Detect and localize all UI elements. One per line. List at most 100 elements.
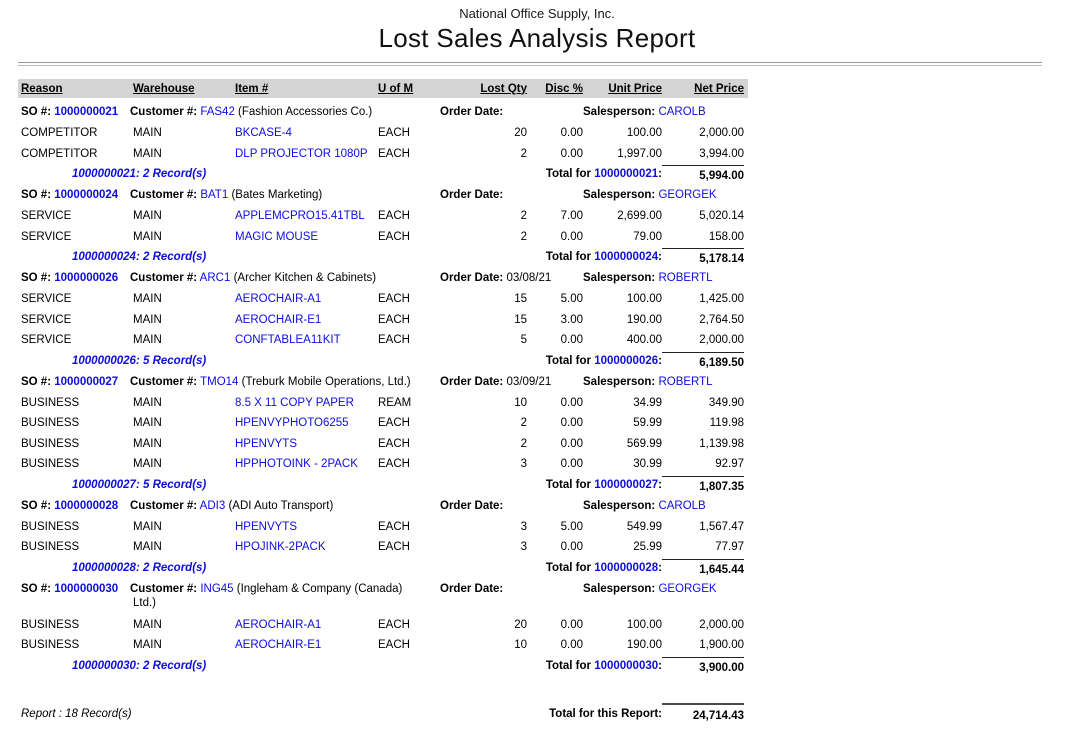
so-number-block: SO #: 1000000030 xyxy=(21,579,118,600)
cell-reason: SERVICE xyxy=(21,313,72,326)
group-total-prefix: Total for xyxy=(545,478,595,491)
so-number-link[interactable]: 1000000030 xyxy=(54,582,119,595)
column-header-net-price: Net Price xyxy=(694,82,744,95)
cell-unit-price: 549.99 xyxy=(626,520,662,533)
group-footer-line: 1000000027: 5 Record(s) Total for 1000000… xyxy=(0,475,1074,496)
cell-item-link[interactable]: HPENVYTS xyxy=(235,520,297,533)
cell-unit-price: 100.00 xyxy=(626,127,662,139)
group-total-so-link[interactable]: 1000000021 xyxy=(594,168,659,180)
customer-code-link[interactable]: ARC1 xyxy=(199,272,231,284)
cell-uom: EACH xyxy=(378,520,410,533)
cell-warehouse: MAIN xyxy=(133,293,162,305)
order-date-value: 03/09/21 xyxy=(506,375,552,388)
cell-warehouse: MAIN xyxy=(133,618,162,631)
cell-disc: 0.00 xyxy=(560,541,583,553)
cell-item-link[interactable]: MAGIC MOUSE xyxy=(235,230,319,243)
group-total-so-link[interactable]: 1000000026 xyxy=(594,354,659,367)
cell-item-link[interactable]: CONFTABLEA11KIT xyxy=(235,334,341,346)
cell-lost-qty: 20 xyxy=(514,127,527,139)
salesperson-code-link[interactable]: CAROLB xyxy=(658,106,706,118)
table-row: BUSINESS MAIN AEROCHAIR-E1 EACH 10 0.00 190.00… xyxy=(21,635,744,656)
customer-code-link[interactable]: TMO14 xyxy=(200,375,239,388)
so-number-block: SO #: 1000000024 xyxy=(21,185,118,206)
group-total-value: 3,900.00 xyxy=(662,656,744,679)
customer-name: (Archer Kitchen & Cabinets) xyxy=(233,272,377,284)
group-total-label: Total for 1000000024: xyxy=(440,247,662,268)
cell-warehouse: MAIN xyxy=(133,520,162,533)
group-total-so-link[interactable]: 1000000028 xyxy=(594,561,659,574)
cell-item-link[interactable]: AEROCHAIR-A1 xyxy=(235,618,322,631)
so-number-link[interactable]: 1000000027 xyxy=(54,375,119,388)
cell-unit-price: 2,699.00 xyxy=(617,210,662,222)
cell-disc: 3.00 xyxy=(560,313,583,326)
group-total-value: 1,807.35 xyxy=(662,475,744,498)
so-number-link[interactable]: 1000000021 xyxy=(54,106,119,118)
group-total-so-link[interactable]: 1000000024 xyxy=(594,251,659,263)
cell-warehouse: MAIN xyxy=(133,458,162,470)
cell-lost-qty: 2 xyxy=(520,437,527,450)
column-header-reason: Reason xyxy=(21,82,63,95)
cell-lost-qty: 15 xyxy=(514,293,527,305)
cell-item-link[interactable]: AEROCHAIR-A1 xyxy=(235,293,322,305)
cell-unit-price: 100.00 xyxy=(626,293,662,305)
cell-item-link[interactable]: HPPHOTOINK - 2PACK xyxy=(235,458,358,470)
cell-warehouse: MAIN xyxy=(133,417,162,429)
customer-code-link[interactable]: FAS42 xyxy=(200,106,235,118)
group-header-line: SO #: 1000000030 Customer #: ING45 (Ingle… xyxy=(0,579,1074,615)
cell-net-price: 2,764.50 xyxy=(699,313,744,326)
salesperson-code-link[interactable]: ROBERTL xyxy=(658,272,713,284)
group-total-label: Total for 1000000027: xyxy=(440,475,662,496)
salesperson-code-link[interactable]: GEORGEK xyxy=(658,582,717,595)
customer-code-link[interactable]: BAT1 xyxy=(200,189,229,201)
group-record-count-link[interactable]: 1000000026: 5 Record(s) xyxy=(72,354,207,367)
cell-disc: 0.00 xyxy=(560,127,583,139)
customer-code-link[interactable]: ADI3 xyxy=(199,499,226,512)
customer-block: Customer #: TMO14 (Treburk Mobile Operat… xyxy=(130,372,411,393)
group-total-so-link[interactable]: 1000000027 xyxy=(594,478,659,491)
cell-item-link[interactable]: APPLEMCPRO15.41TBL xyxy=(235,210,365,222)
cell-disc: 5.00 xyxy=(560,520,583,533)
table-row: SERVICE MAIN APPLEMCPRO15.41TBL EACH 2 7.00 2,… xyxy=(21,206,744,227)
cell-net-price: 2,000.00 xyxy=(699,618,744,631)
cell-warehouse: MAIN xyxy=(133,639,162,651)
table-row: SERVICE MAIN CONFTABLEA11KIT EACH 5 0.00 400.0… xyxy=(21,330,744,351)
cell-uom: EACH xyxy=(378,437,410,450)
salesperson-code-link[interactable]: CAROLB xyxy=(658,499,706,512)
customer-code-link[interactable]: ING45 xyxy=(200,582,234,595)
group-record-count-link[interactable]: 1000000021: 2 Record(s) xyxy=(72,168,207,180)
cell-unit-price: 400.00 xyxy=(626,334,662,346)
cell-item-link[interactable]: AEROCHAIR-E1 xyxy=(235,313,322,326)
customer-block: Customer #: BAT1 (Bates Marketing) xyxy=(130,185,322,206)
group-total-so-link[interactable]: 1000000030 xyxy=(594,659,659,672)
customer-block: Customer #: FAS42 (Fashion Accessories C… xyxy=(130,102,372,123)
group-record-count-link[interactable]: 1000000024: 2 Record(s) xyxy=(72,251,207,263)
salesperson-label: Salesperson: xyxy=(583,582,656,595)
cell-item-link[interactable]: HPOJINK-2PACK xyxy=(235,541,326,553)
group-record-count-link[interactable]: 1000000028: 2 Record(s) xyxy=(72,561,207,574)
cell-item-link[interactable]: HPENVYPHOTO6255 xyxy=(235,417,349,429)
group-total-label: Total for 1000000021: xyxy=(440,164,662,185)
cell-lost-qty: 3 xyxy=(520,458,527,470)
so-label: SO #: xyxy=(21,499,52,512)
column-header-disc: Disc % xyxy=(545,82,583,95)
group-record-count-link[interactable]: 1000000027: 5 Record(s) xyxy=(72,478,207,491)
cell-item-link[interactable]: AEROCHAIR-E1 xyxy=(235,639,322,651)
salesperson-code-link[interactable]: ROBERTL xyxy=(658,375,713,388)
cell-item-link[interactable]: 8.5 X 11 COPY PAPER xyxy=(235,396,354,409)
cell-item-link[interactable]: BKCASE-4 xyxy=(235,127,292,139)
cell-uom: EACH xyxy=(378,618,410,631)
cell-item-link[interactable]: HPENVYTS xyxy=(235,437,297,450)
so-number-link[interactable]: 1000000026 xyxy=(54,272,119,284)
salesperson-block: Salesperson: CAROLB xyxy=(583,496,706,517)
cell-net-price: 2,000.00 xyxy=(699,127,744,139)
so-number-link[interactable]: 1000000024 xyxy=(54,189,119,201)
cell-reason: BUSINESS xyxy=(21,541,80,553)
table-row: BUSINESS MAIN 8.5 X 11 COPY PAPER REAM 10 0.0… xyxy=(21,393,744,414)
so-number-block: SO #: 1000000021 xyxy=(21,102,118,123)
group-record-count-link[interactable]: 1000000030: 2 Record(s) xyxy=(72,659,207,672)
so-number-link[interactable]: 1000000028 xyxy=(54,499,119,512)
cell-item-link[interactable]: DLP PROJECTOR 1080P xyxy=(235,147,368,160)
cell-net-price: 158.00 xyxy=(708,230,744,243)
salesperson-code-link[interactable]: GEORGEK xyxy=(658,189,717,201)
cell-unit-price: 569.99 xyxy=(626,437,662,450)
